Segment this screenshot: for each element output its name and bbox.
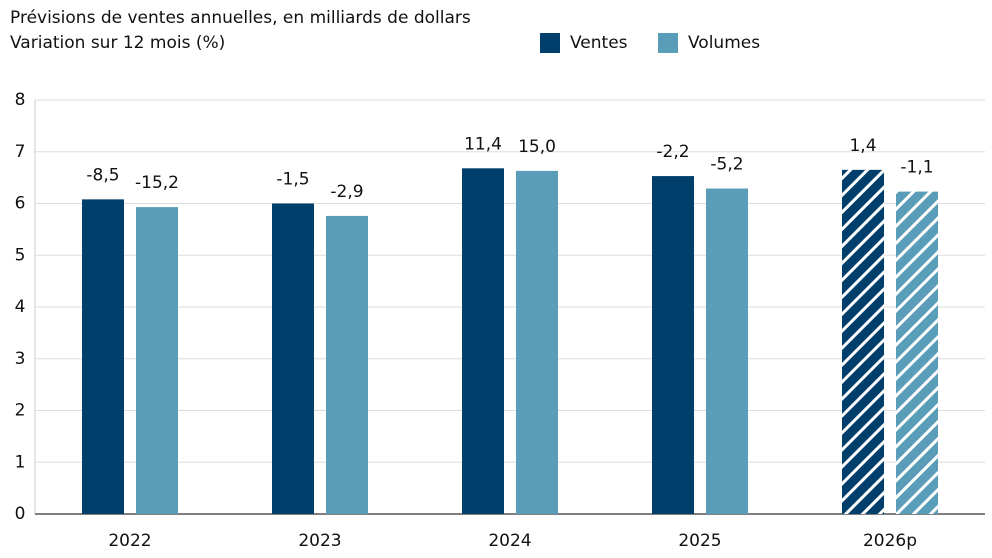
y-tick-label: 5 (15, 245, 26, 265)
bar-annotation: 1,4 (849, 136, 876, 156)
y-tick-label: 3 (15, 349, 26, 369)
bar (462, 168, 504, 514)
bar (272, 203, 314, 514)
bar (516, 170, 558, 514)
y-tick-label: 6 (15, 194, 26, 214)
bar (652, 176, 694, 514)
y-tick-label: 8 (15, 90, 26, 110)
bar-annotation: -1,1 (900, 158, 933, 178)
bar-annotation: -2,9 (330, 182, 363, 202)
x-tick-label: 2024 (488, 531, 531, 551)
legend-swatch (658, 33, 678, 53)
y-tick-label: 1 (15, 452, 26, 472)
bar (326, 215, 368, 515)
legend-swatch (540, 33, 560, 53)
bar (82, 199, 124, 515)
bar-annotation: -8,5 (86, 165, 119, 185)
chart-title: Prévisions de ventes annuelles, en milli… (10, 8, 471, 28)
bar (706, 188, 748, 514)
bar-annotation: 11,4 (464, 134, 502, 154)
x-tick-label: 2022 (108, 531, 151, 551)
bar-annotation: -5,2 (710, 154, 743, 174)
bar (896, 191, 938, 514)
bar-annotation: -15,2 (135, 173, 179, 193)
bar-annotation: -2,2 (656, 142, 689, 162)
bar-annotation: -1,5 (276, 170, 309, 190)
y-tick-label: 4 (15, 297, 26, 317)
legend-label: Volumes (688, 33, 760, 53)
y-tick-label: 2 (15, 401, 26, 421)
bar (136, 207, 178, 514)
bar (842, 169, 884, 515)
chart-subtitle: Variation sur 12 mois (%) (10, 33, 225, 53)
x-tick-label: 2023 (298, 531, 341, 551)
x-tick-label: 2026p (863, 531, 917, 551)
y-tick-label: 7 (15, 142, 26, 162)
x-tick-label: 2025 (678, 531, 721, 551)
legend-label: Ventes (570, 33, 628, 53)
y-tick-label: 0 (15, 504, 26, 524)
bar-annotation: 15,0 (518, 137, 556, 157)
